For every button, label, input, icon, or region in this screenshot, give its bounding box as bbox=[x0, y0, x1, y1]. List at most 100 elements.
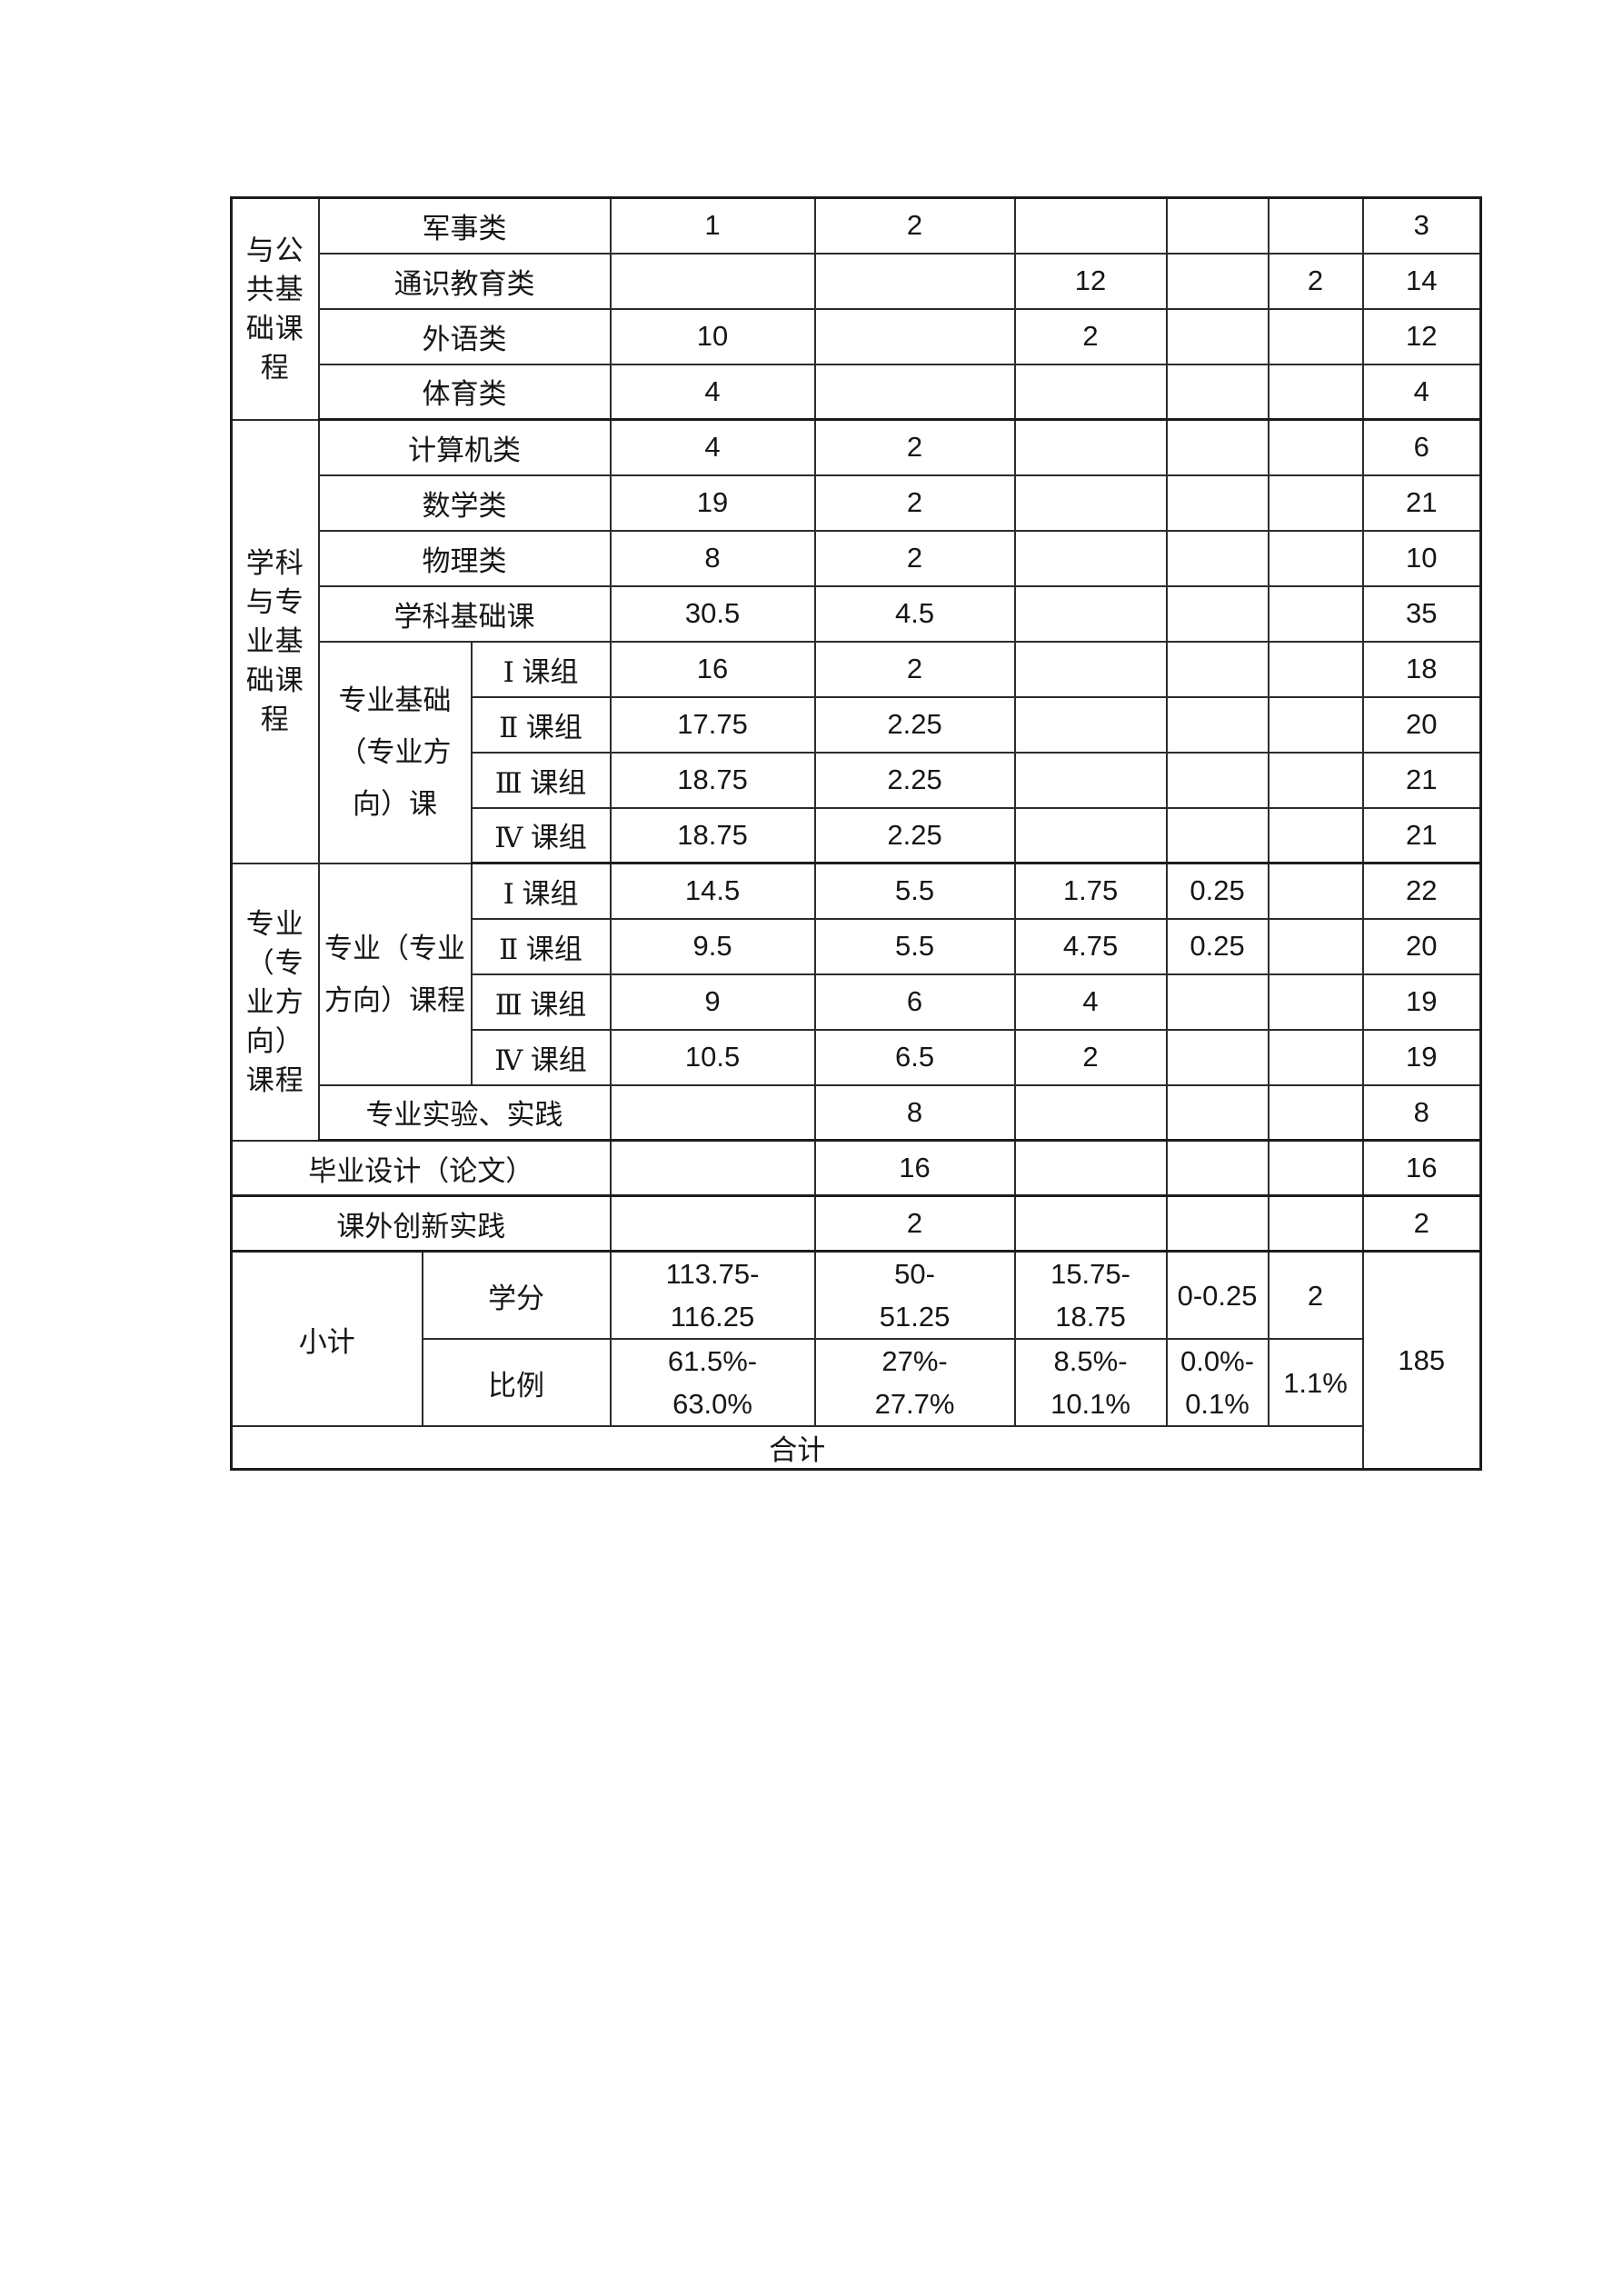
subtotal-ratio-cell: 8.5%- 10.1% bbox=[1013, 1338, 1168, 1427]
credit-cell bbox=[1013, 418, 1168, 476]
credit-cell bbox=[813, 363, 1016, 421]
credit-cell: 1.75 bbox=[1013, 862, 1168, 920]
credit-cell bbox=[1165, 418, 1270, 476]
credit-cell bbox=[1165, 363, 1270, 421]
credit-cell bbox=[1165, 751, 1270, 809]
row-label: 外语类 bbox=[317, 307, 612, 365]
table-row: 毕业设计（论文） 16 16 bbox=[230, 1139, 1482, 1197]
credit-cell bbox=[1267, 584, 1364, 643]
credit-cell bbox=[1013, 751, 1168, 809]
subtotal-credit-cell: 50- 51.25 bbox=[813, 1250, 1016, 1340]
credit-cell: 4 bbox=[609, 363, 816, 421]
total-cell: 4 bbox=[1361, 363, 1482, 421]
subtotal-ratio-cell: 0.0%- 0.1% bbox=[1165, 1338, 1270, 1427]
credit-cell bbox=[1267, 917, 1364, 975]
credit-cell: 2 bbox=[813, 196, 1016, 255]
table-row: 比例 61.5%- 63.0% 27%- 27.7% 8.5%- 10.1% 0… bbox=[232, 1338, 1481, 1427]
credit-cell: 2 bbox=[1013, 307, 1168, 365]
credit-cell: 0.25 bbox=[1165, 862, 1270, 920]
credit-cell: 2 bbox=[813, 529, 1016, 587]
credit-cell: 2.25 bbox=[813, 806, 1016, 864]
credit-cell: 4 bbox=[609, 418, 816, 476]
total-cell: 21 bbox=[1361, 806, 1482, 864]
row-label: 专业实验、实践 bbox=[317, 1083, 612, 1142]
roman-numeral: Ⅰ bbox=[503, 877, 514, 910]
course-group-label: Ⅳ 课组 bbox=[470, 806, 612, 864]
group-cell-b: 专业基础 （专业方 向）课 bbox=[317, 640, 473, 864]
total-cell: 21 bbox=[1361, 751, 1482, 809]
table-row: 合计 bbox=[230, 1425, 1481, 1471]
total-cell: 16 bbox=[1361, 1139, 1482, 1197]
course-group-label: Ⅲ 课组 bbox=[470, 751, 612, 809]
table-row: 小计 学分 113.75- 116.25 50- 51.25 15.75- 18… bbox=[230, 1250, 1482, 1471]
table-row: 课外创新实践 2 2 bbox=[230, 1194, 1482, 1253]
credit-cell bbox=[1013, 529, 1168, 587]
credit-cell: 16 bbox=[609, 640, 816, 698]
table-row: 学科基础课 30.5 4.5 35 bbox=[232, 584, 1482, 643]
credit-cell bbox=[1267, 307, 1364, 365]
credit-cell bbox=[1165, 252, 1270, 310]
credit-cell bbox=[1267, 474, 1364, 532]
credit-cell: 0.25 bbox=[1165, 917, 1270, 975]
credit-cell: 10 bbox=[609, 307, 816, 365]
credit-cell bbox=[609, 1139, 816, 1197]
credit-cell bbox=[1165, 529, 1270, 587]
credit-cell bbox=[813, 307, 1016, 365]
credit-cell bbox=[609, 1194, 816, 1253]
table-row: 物理类 8 2 10 bbox=[232, 529, 1482, 587]
total-cell: 6 bbox=[1361, 418, 1482, 476]
row-label: 军事类 bbox=[317, 196, 612, 255]
credit-cell bbox=[1165, 584, 1270, 643]
credit-cell: 6.5 bbox=[813, 1028, 1016, 1086]
credit-cell bbox=[609, 252, 816, 310]
subtotal-credit-cell: 2 bbox=[1267, 1250, 1364, 1340]
table-row: Ⅳ 课组 18.75 2.25 21 bbox=[232, 806, 1482, 864]
total-cell: 20 bbox=[1361, 917, 1482, 975]
credit-cell: 18.75 bbox=[609, 751, 816, 809]
total-cell: 2 bbox=[1361, 1194, 1482, 1253]
credit-cell: 17.75 bbox=[609, 695, 816, 754]
subtotal-ratio-cell: 1.1% bbox=[1267, 1338, 1364, 1427]
credit-cell bbox=[1165, 1194, 1270, 1253]
credit-cell bbox=[1267, 806, 1364, 864]
category-cell-b: 学科 与专 业基 础课 程 bbox=[230, 418, 320, 864]
subtotal-ratio-cell: 27%- 27.7% bbox=[813, 1338, 1016, 1427]
roman-numeral: Ⅲ bbox=[494, 766, 523, 799]
credit-cell bbox=[1267, 640, 1364, 698]
course-group-label: Ⅰ 课组 bbox=[470, 640, 612, 698]
roman-numeral: Ⅳ bbox=[494, 822, 523, 854]
roman-numeral: Ⅱ bbox=[499, 711, 519, 744]
table-row: Ⅱ 课组 17.75 2.25 20 bbox=[232, 695, 1482, 754]
credit-cell: 2.25 bbox=[813, 751, 1016, 809]
table-row: Ⅳ 课组 10.5 6.5 2 19 bbox=[232, 1028, 1482, 1086]
course-group-label: Ⅰ 课组 bbox=[470, 862, 612, 920]
total-cell: 18 bbox=[1361, 640, 1482, 698]
credit-cell: 2 bbox=[1013, 1028, 1168, 1086]
credit-cell bbox=[1013, 1139, 1168, 1197]
credit-cell bbox=[609, 1083, 816, 1142]
credits-type-label: 学分 bbox=[421, 1250, 612, 1340]
credit-cell bbox=[1165, 307, 1270, 365]
credit-cell bbox=[1165, 806, 1270, 864]
credit-cell: 6 bbox=[813, 973, 1016, 1031]
credit-cell bbox=[1013, 695, 1168, 754]
credit-cell bbox=[1267, 363, 1364, 421]
total-cell: 22 bbox=[1361, 862, 1482, 920]
credit-cell bbox=[1267, 1083, 1364, 1142]
total-cell: 3 bbox=[1361, 196, 1482, 255]
credit-cell: 19 bbox=[609, 474, 816, 532]
total-cell: 12 bbox=[1361, 307, 1482, 365]
table-row: 体育类 4 4 bbox=[232, 363, 1482, 421]
credit-cell bbox=[1267, 196, 1364, 255]
credit-cell: 2 bbox=[813, 418, 1016, 476]
credit-cell bbox=[813, 252, 1016, 310]
course-group-label: Ⅳ 课组 bbox=[470, 1028, 612, 1086]
row-label: 毕业设计（论文） bbox=[230, 1139, 612, 1197]
credit-cell: 30.5 bbox=[609, 584, 816, 643]
table-row: 外语类 10 2 12 bbox=[232, 307, 1482, 365]
credit-cell bbox=[1267, 695, 1364, 754]
credit-cell bbox=[1267, 1028, 1364, 1086]
curriculum-credit-table: 与公 共基 础课 程 军事类 1 2 3 通识教育类 12 2 14 外语类 1… bbox=[230, 196, 1483, 1471]
total-cell: 14 bbox=[1361, 252, 1482, 310]
table-row: Ⅲ 课组 9 6 4 19 bbox=[232, 973, 1482, 1031]
